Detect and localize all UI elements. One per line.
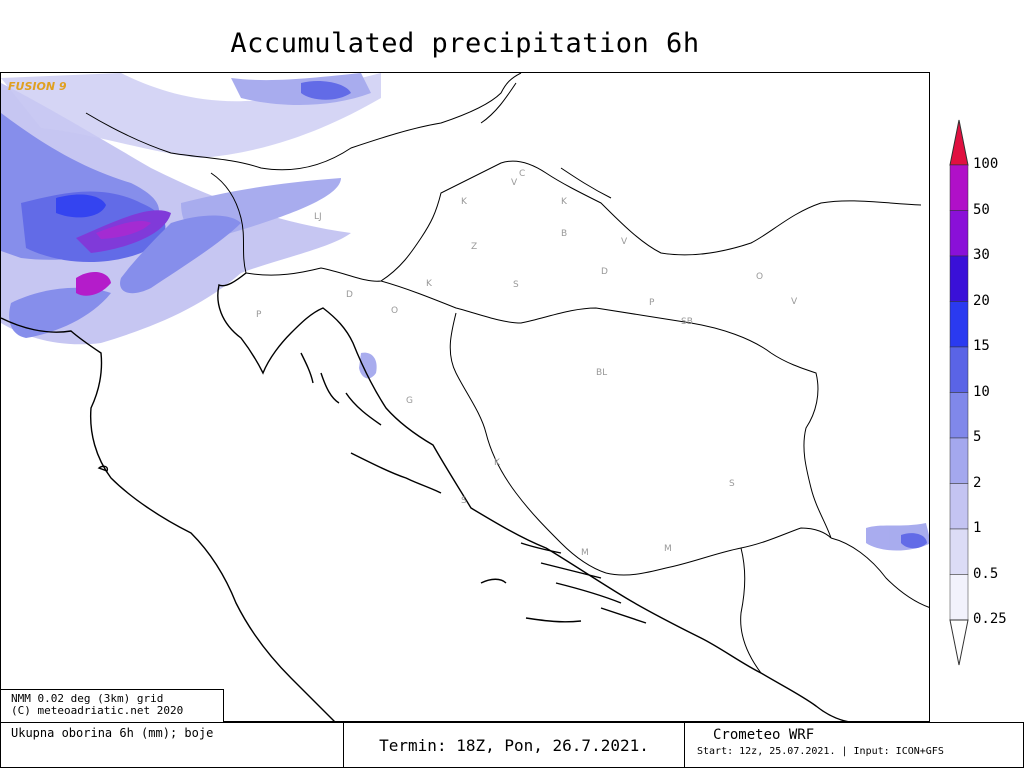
model-watermark: FUSION 9 xyxy=(8,80,67,93)
city-label: S xyxy=(461,496,467,506)
city-label: K xyxy=(494,458,501,468)
city-label: LJ xyxy=(314,212,322,222)
legend: 100 50 30 20 15 10 5 2 1 0.5 0.25 xyxy=(940,115,1024,675)
city-label: P xyxy=(649,298,655,308)
legend-swatch xyxy=(949,483,969,530)
city-label: O xyxy=(756,272,763,282)
city-label: K xyxy=(461,197,468,207)
legend-swatch xyxy=(949,164,969,211)
city-label: BL xyxy=(596,368,607,378)
city-label: B xyxy=(561,229,567,239)
city-label: V xyxy=(791,297,798,307)
legend-label: 20 xyxy=(973,292,990,309)
model-name: Crometeo WRF xyxy=(713,727,815,743)
field-description: Ukupna oborina 6h (mm); boje xyxy=(0,722,344,768)
legend-swatch xyxy=(949,346,969,393)
credits-grid: NMM 0.02 deg (3km) grid xyxy=(11,692,164,705)
legend-swatch xyxy=(949,301,969,348)
legend-swatch xyxy=(949,437,969,484)
city-label: M xyxy=(664,544,672,554)
legend-label: 10 xyxy=(973,383,990,400)
city-label: SB xyxy=(681,317,693,327)
city-label: M xyxy=(581,548,589,558)
legend-label: 50 xyxy=(973,201,990,218)
legend-label: 100 xyxy=(973,156,999,172)
city-label: Z xyxy=(471,242,477,252)
model-start: Start: 12z, 25.07.2021. | Input: ICON+GF… xyxy=(697,746,944,757)
city-label: S xyxy=(729,479,735,489)
valid-time: Termin: 18Z, Pon, 26.7.2021. xyxy=(343,722,685,768)
legend-label: 5 xyxy=(973,429,982,445)
city-label: S xyxy=(513,280,519,290)
legend-label: 15 xyxy=(973,338,990,354)
city-label: D xyxy=(601,267,608,277)
city-label: O xyxy=(391,306,398,316)
legend-swatch xyxy=(949,255,969,302)
precipitation-field xyxy=(1,73,929,551)
credits-copyright: (C) meteoadriatic.net 2020 xyxy=(11,704,184,717)
legend-label: 1 xyxy=(973,520,982,536)
legend-swatch xyxy=(949,528,969,575)
legend-label: 2 xyxy=(973,474,982,491)
legend-swatch xyxy=(949,392,969,439)
city-label: D xyxy=(346,290,353,300)
legend-colorbar xyxy=(949,119,969,666)
city-label: K xyxy=(561,197,568,207)
map-title: Accumulated precipitation 6h xyxy=(230,28,700,59)
legend-cap-top xyxy=(949,119,969,166)
legend-swatch xyxy=(949,210,969,257)
legend-swatch xyxy=(949,574,969,621)
legend-label: 0.25 xyxy=(973,611,1007,627)
city-label: V xyxy=(621,237,628,247)
credits-box: NMM 0.02 deg (3km) grid (C) meteoadriati… xyxy=(0,689,224,723)
borders xyxy=(85,73,929,674)
legend-label: 0.5 xyxy=(973,565,999,582)
model-info: Crometeo WRF Start: 12z, 25.07.2021. | I… xyxy=(684,722,1024,768)
precipitation-map: C V K K LJ B V Z D K S D P P O SB O V BL G K S S M M xyxy=(0,72,930,722)
coastline xyxy=(1,272,849,721)
city-label: K xyxy=(426,279,433,289)
legend-cap-bottom xyxy=(949,619,969,666)
city-label: G xyxy=(406,396,413,406)
legend-label: 30 xyxy=(973,247,990,263)
city-label: V xyxy=(511,178,518,188)
city-label: P xyxy=(256,310,262,320)
city-label: C xyxy=(519,169,525,179)
